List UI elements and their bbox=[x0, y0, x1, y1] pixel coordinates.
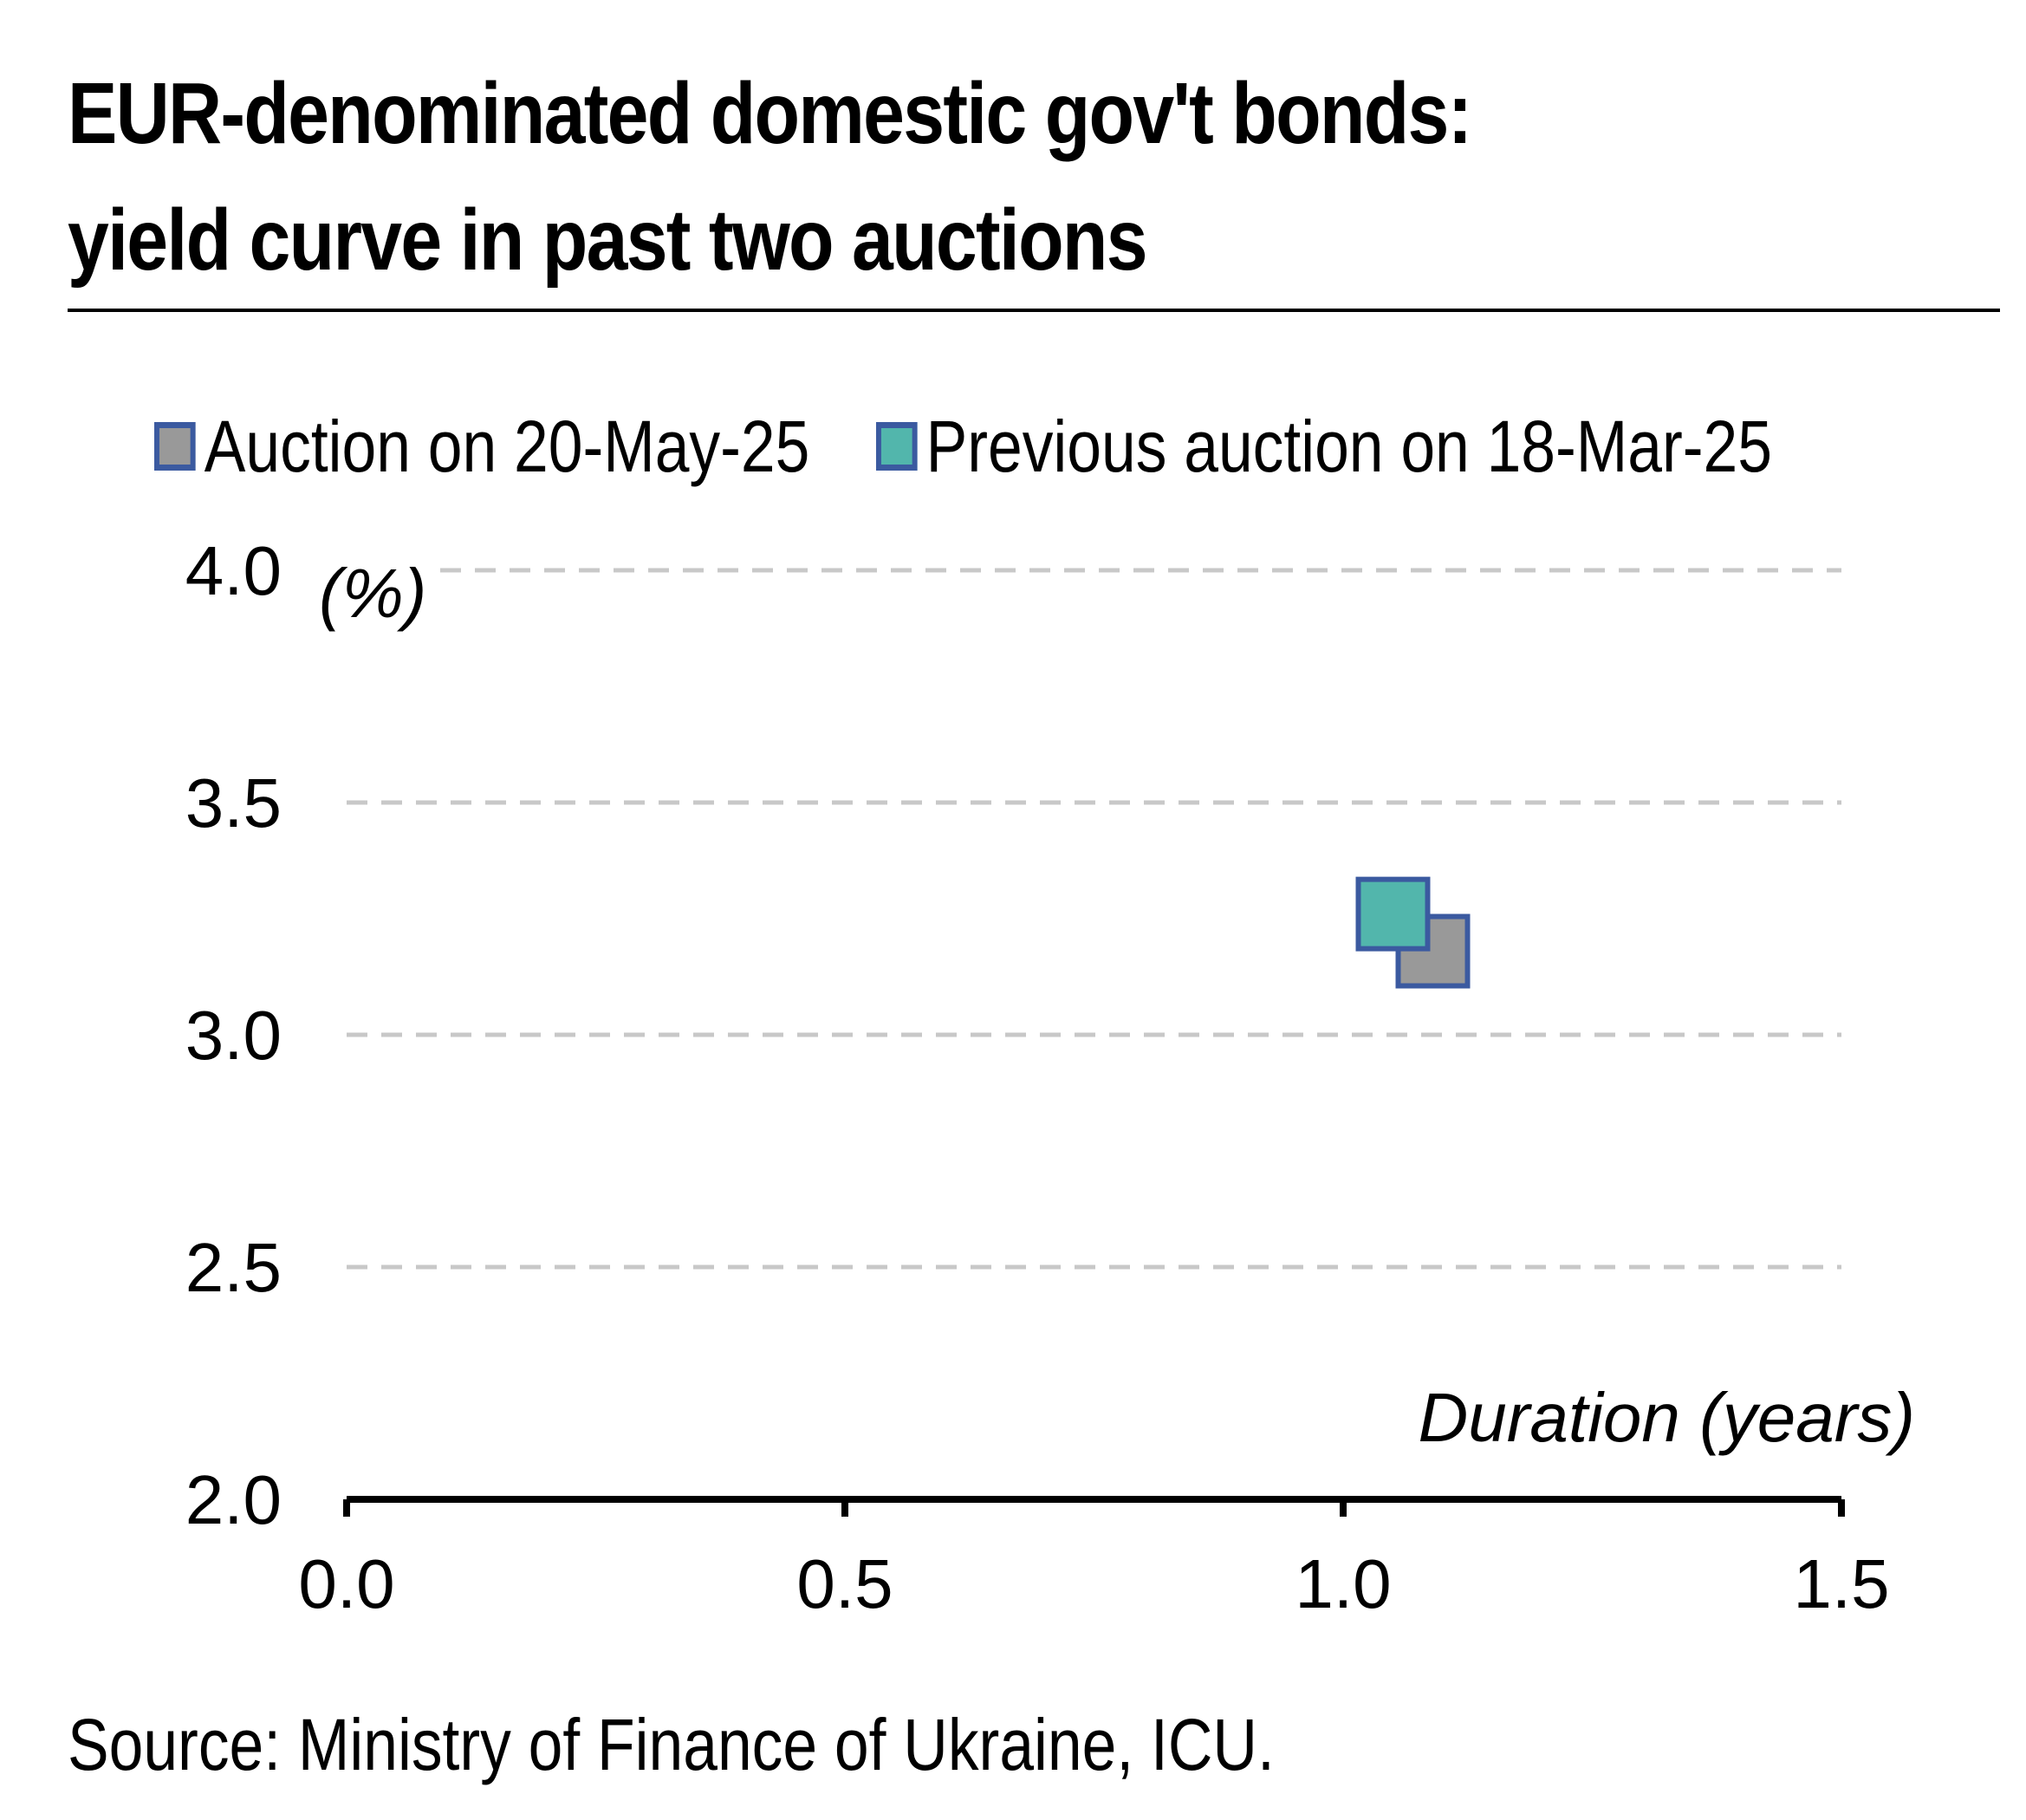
x-axis: 0.0 0.5 1.0 1.5 bbox=[298, 1496, 1890, 1622]
data-point-series-1 bbox=[1355, 876, 1431, 952]
legend-label-previous-auction: Previous auction on 18-Mar-25 bbox=[925, 405, 1772, 487]
data-points bbox=[1355, 876, 1471, 989]
y-tick-label: 4.0 bbox=[185, 532, 282, 609]
chart-title-line-2: yield curve in past two auctions bbox=[68, 192, 1148, 289]
y-axis-ticks: 2.0 2.5 3.0 3.5 4.0 bbox=[185, 532, 282, 1538]
chart-legend: Auction on 20-May-25 Previous auction on… bbox=[154, 406, 1838, 487]
y-tick-label: 2.5 bbox=[185, 1229, 282, 1306]
x-tick-label: 1.5 bbox=[1793, 1545, 1889, 1622]
y-tick-label: 2.0 bbox=[185, 1461, 282, 1538]
x-tick-label: 1.0 bbox=[1295, 1545, 1391, 1622]
y-axis-title: (%) bbox=[319, 555, 426, 632]
x-axis-title: Duration (years) bbox=[1418, 1379, 1915, 1456]
grid-lines bbox=[347, 568, 1841, 1270]
source-note: Source: Ministry of Finance of Ukraine, … bbox=[68, 1704, 1275, 1785]
legend-item-previous-auction: Previous auction on 18-Mar-25 bbox=[875, 405, 1772, 489]
x-tick-label: 0.0 bbox=[298, 1545, 394, 1622]
legend-swatch-previous-auction bbox=[875, 422, 918, 471]
y-tick-label: 3.0 bbox=[185, 997, 282, 1074]
x-tick-label: 0.5 bbox=[796, 1545, 893, 1622]
chart-title: EUR-denominated domestic gov't bonds: yi… bbox=[68, 50, 1707, 303]
legend-item-current-auction: Auction on 20-May-25 bbox=[154, 405, 809, 489]
title-divider bbox=[68, 309, 2000, 312]
legend-label-current-auction: Auction on 20-May-25 bbox=[204, 405, 810, 487]
legend-swatch-current-auction bbox=[154, 422, 196, 471]
y-tick-label: 3.5 bbox=[185, 764, 282, 842]
chart-title-line-1: EUR-denominated domestic gov't bonds: bbox=[68, 65, 1472, 162]
